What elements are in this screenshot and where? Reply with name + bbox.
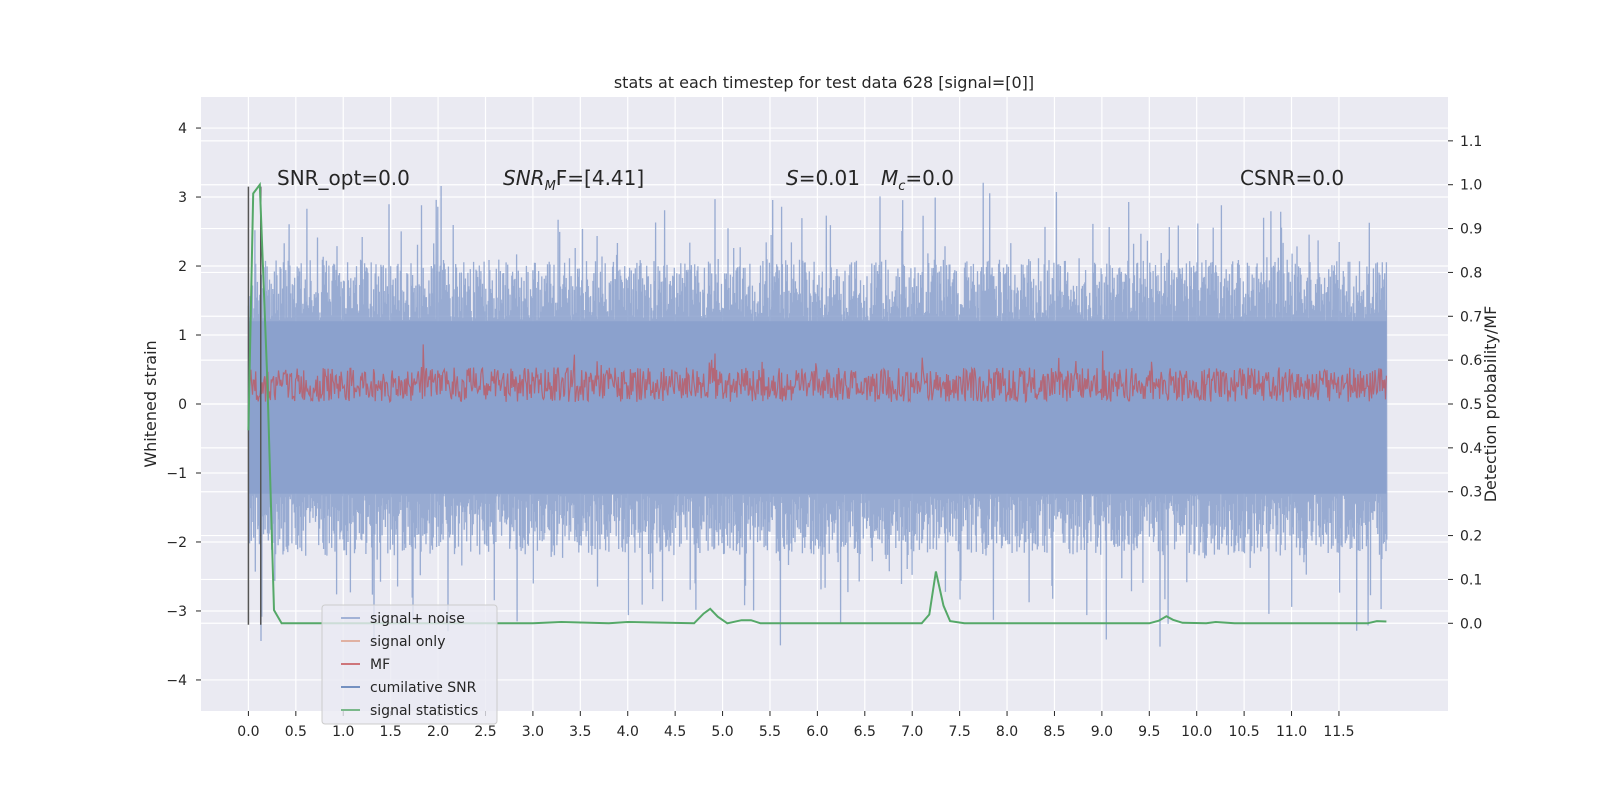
y-tick-label: 3 [178, 190, 187, 206]
annotation-snr-mf-sub: M [545, 179, 556, 194]
right-y-tick-label: 0.4 [1460, 441, 1482, 457]
right-y-tick-label: 0.6 [1460, 353, 1482, 369]
x-tick-label: 1.0 [332, 724, 354, 740]
legend-label: MF [370, 657, 390, 673]
mf-line [247, 344, 1387, 404]
annotation-snr-opt: SNR_opt=0.0 [277, 166, 410, 190]
legend-item-signal-noise: signal+ noise [341, 611, 465, 627]
right-y-axis-label: Detection probability/MF [1481, 306, 1500, 503]
legend-item-mf: MF [341, 657, 390, 673]
x-tick-label: 3.0 [522, 724, 544, 740]
x-tick-label: 9.5 [1138, 724, 1160, 740]
legend-label: signal statistics [370, 703, 478, 719]
annotation-s: S=0.01 [786, 166, 860, 190]
x-tick-label: 4.0 [617, 724, 639, 740]
x-tick-label: 2.5 [474, 724, 496, 740]
right-y-tick-label: 0.0 [1460, 616, 1482, 632]
x-tick-label: 2.0 [427, 724, 449, 740]
x-tick-label: 8.5 [1043, 724, 1065, 740]
legend-label: cumilative SNR [370, 680, 477, 696]
x-tick-label: 5.0 [711, 724, 733, 740]
right-y-tick-label: 0.1 [1460, 572, 1482, 588]
x-tick-label: 3.5 [569, 724, 591, 740]
x-tick-label: 4.5 [664, 724, 686, 740]
x-tick-label: 6.5 [854, 724, 876, 740]
x-tick-label: 10.5 [1229, 724, 1260, 740]
mf-series [247, 344, 1387, 404]
right-y-tick-label: 1.1 [1460, 134, 1482, 150]
right-y-tick-label: 0.7 [1460, 309, 1482, 325]
right-y-tick-label: 0.3 [1460, 485, 1482, 501]
annotation-snr-mf-rest: F=[4.41] [556, 166, 644, 190]
x-tick-label: 5.5 [759, 724, 781, 740]
legend-item-cumilative-snr: cumilative SNR [341, 680, 477, 696]
right-y-tick-label: 0.9 [1460, 222, 1482, 238]
annotation-s-label: S [786, 166, 799, 190]
signal-noise-series [247, 182, 1388, 647]
legend-box [321, 604, 498, 725]
annotation-mc-label: M [881, 166, 898, 190]
legend-item-signal-only: signal only [341, 634, 445, 650]
legend: signal+ noise signal only MF cumilative … [321, 604, 498, 725]
y-tick-label: 4 [178, 121, 187, 137]
legend-label: signal+ noise [370, 611, 465, 627]
annotation-mc: Mc=0.0 [881, 166, 954, 194]
y-tick-label: −1 [166, 466, 187, 482]
annotation-mc-sub: c [898, 179, 905, 194]
x-tick-label: 8.0 [996, 724, 1018, 740]
x-tick-label: 6.0 [806, 724, 828, 740]
annotation-s-value: =0.01 [799, 166, 860, 190]
legend-label: signal only [370, 634, 445, 650]
y-tick-label: −3 [166, 604, 187, 620]
annotation-snr-mf: SNRMF=[4.41] [503, 166, 644, 194]
legend-item-signal-statistics: signal statistics [341, 703, 478, 719]
x-tick-label: 1.5 [380, 724, 402, 740]
y-axis-label: Whitened strain [141, 340, 160, 467]
x-axis-ticks: 0.0 0.5 1.0 1.5 2.0 2.5 3.0 3.5 4.0 4.5 5.0 5.5 6.0 6… [237, 711, 1355, 740]
x-tick-label: 11.5 [1323, 724, 1354, 740]
x-tick-label: 9.0 [1091, 724, 1113, 740]
x-tick-label: 7.5 [948, 724, 970, 740]
y-tick-label: −4 [166, 673, 187, 689]
signal-noise-band [248, 321, 1387, 494]
x-tick-label: 0.0 [237, 724, 259, 740]
right-y-tick-label: 0.8 [1460, 265, 1482, 281]
right-y-tick-label: 0.5 [1460, 397, 1482, 413]
y-tick-label: 1 [178, 328, 187, 344]
x-tick-label: 11.0 [1276, 724, 1307, 740]
x-tick-label: 0.5 [285, 724, 307, 740]
y-tick-label: 0 [178, 397, 187, 413]
annotation-mc-value: =0.0 [905, 166, 954, 190]
annotation-snr-mf-label: SNR [503, 166, 545, 190]
right-y-tick-label: 1.0 [1460, 178, 1482, 194]
annotation-csnr: CSNR=0.0 [1240, 166, 1344, 190]
right-y-tick-label: 0.2 [1460, 529, 1482, 545]
x-tick-label: 7.0 [901, 724, 923, 740]
y-tick-label: −2 [166, 535, 187, 551]
right-y-axis-ticks: 1.1 1.0 0.9 0.8 0.7 0.6 0.5 0.4 0.3 0.2 0.1 0.0 [1448, 134, 1482, 632]
y-axis-ticks: 4 3 2 1 0 −1 −2 −3 −4 [166, 121, 201, 689]
chart-title: stats at each timestep for test data 628… [614, 73, 1034, 92]
x-tick-label: 10.0 [1181, 724, 1212, 740]
y-tick-label: 2 [178, 259, 187, 275]
